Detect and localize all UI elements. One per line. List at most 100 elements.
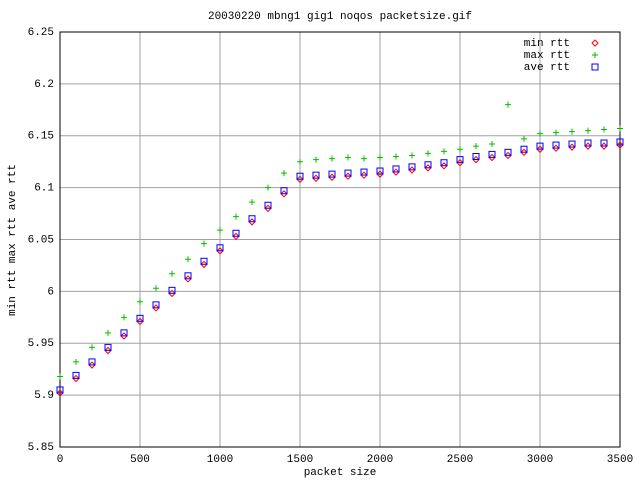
point: [329, 155, 335, 162]
point: [88, 361, 96, 369]
point: [552, 141, 560, 149]
point: [600, 139, 608, 147]
point: [360, 168, 368, 176]
point: [520, 145, 528, 153]
point: [505, 101, 511, 108]
point: [152, 304, 160, 312]
point: [552, 144, 560, 152]
y-tick-label: 6.25: [28, 27, 54, 39]
x-tick-label: 3000: [527, 454, 553, 466]
point: [137, 298, 143, 305]
point: [392, 168, 400, 176]
point: [216, 247, 224, 255]
point: [105, 329, 111, 336]
point: [345, 154, 351, 161]
point: [616, 141, 624, 149]
chart-title: 20030220 mbng1 gig1 noqos packetsize.gif: [208, 11, 472, 23]
point: [264, 201, 272, 209]
point: [185, 256, 191, 263]
point: [424, 161, 432, 169]
point: [393, 153, 399, 160]
point: [616, 138, 624, 146]
point: [489, 141, 495, 148]
point: [280, 190, 288, 198]
point: [568, 140, 576, 148]
point: [248, 218, 256, 226]
point: [600, 142, 608, 150]
point: [408, 163, 416, 171]
point: [376, 167, 384, 175]
point: [313, 156, 319, 163]
point: [104, 346, 112, 355]
legend-marker: [591, 63, 599, 71]
point: [472, 153, 480, 160]
point: [152, 301, 160, 309]
point: [504, 151, 512, 160]
x-axis-label: packet size: [304, 467, 377, 479]
point: [440, 162, 448, 170]
x-tick-label: 2000: [367, 454, 393, 466]
point: [568, 143, 576, 151]
point: [409, 152, 415, 159]
point: [361, 155, 367, 162]
point: [488, 153, 496, 162]
point: [56, 386, 64, 394]
y-tick-label: 5.9: [34, 390, 54, 402]
point: [553, 129, 559, 136]
point: [472, 155, 480, 164]
point: [456, 159, 464, 167]
point: [456, 156, 464, 164]
point: [376, 170, 384, 178]
legend-marker: [592, 52, 598, 58]
point: [136, 317, 144, 326]
point: [281, 170, 287, 177]
point: [89, 344, 95, 351]
point: [617, 125, 623, 132]
plot-frame: [59, 31, 621, 448]
point: [360, 171, 368, 179]
point: [232, 229, 240, 237]
point: [168, 286, 176, 294]
point: [392, 165, 400, 173]
x-tick-label: 0: [57, 454, 64, 466]
point: [312, 171, 320, 179]
point: [121, 314, 127, 321]
point: [537, 130, 543, 137]
point: [536, 142, 544, 150]
point: [424, 164, 432, 172]
point: [233, 213, 239, 220]
point: [473, 143, 479, 150]
point: [56, 389, 64, 397]
x-tick-label: 2500: [447, 454, 473, 466]
point: [377, 154, 383, 161]
point: [569, 128, 575, 135]
point: [296, 172, 304, 180]
point: [72, 371, 80, 379]
point: [441, 148, 447, 155]
point: [425, 150, 431, 157]
point: [200, 257, 208, 265]
y-tick-label: 6.15: [28, 131, 54, 143]
point: [153, 285, 159, 292]
point: [584, 139, 592, 147]
point: [184, 272, 192, 280]
point: [168, 289, 176, 298]
point: [248, 215, 256, 223]
point: [120, 329, 128, 337]
x-tick-label: 1500: [287, 454, 313, 466]
point: [88, 358, 96, 366]
point: [297, 158, 303, 165]
point: [344, 172, 352, 180]
point: [312, 174, 320, 182]
y-axis-label: min rtt max rtt ave rtt: [7, 164, 19, 316]
y-tick-label: 6.05: [28, 234, 54, 246]
point: [504, 148, 512, 156]
point: [57, 373, 63, 380]
legend-marker: [591, 39, 599, 47]
point: [328, 173, 336, 181]
x-tick-label: 1000: [207, 454, 233, 466]
point: [232, 232, 240, 241]
legend-label: ave rtt: [524, 62, 570, 74]
point: [344, 169, 352, 177]
